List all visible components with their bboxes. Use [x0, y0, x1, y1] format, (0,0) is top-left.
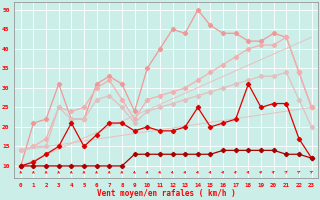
X-axis label: Vent moyen/en rafales ( km/h ): Vent moyen/en rafales ( km/h ) — [97, 189, 236, 198]
